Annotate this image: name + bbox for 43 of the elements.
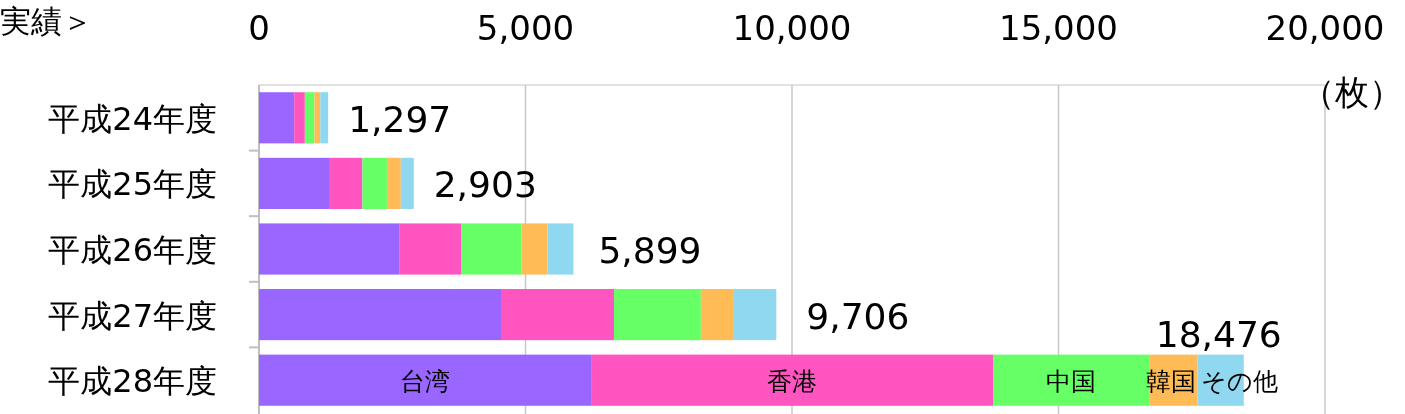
bar xyxy=(521,223,548,275)
bar xyxy=(400,157,414,209)
series-label: 中国 xyxy=(1046,367,1097,397)
bar xyxy=(733,289,777,341)
bar xyxy=(461,223,522,275)
total-label: 5,899 xyxy=(598,230,702,271)
bar xyxy=(591,354,994,406)
bar xyxy=(259,354,592,406)
bar xyxy=(362,157,387,209)
bar xyxy=(547,223,574,275)
bar xyxy=(259,92,295,144)
total-label: 1,297 xyxy=(348,98,452,140)
y-tick-label: 平成26年度 xyxy=(48,231,217,269)
bar xyxy=(314,92,321,144)
y-tick-label: 平成24年度 xyxy=(48,99,217,138)
bar xyxy=(304,92,315,144)
series-label: 香港 xyxy=(767,367,818,397)
x-tick-label: 5,000 xyxy=(476,8,575,48)
series-label: 台湾 xyxy=(400,367,451,397)
y-tick-label: 平成25年度 xyxy=(48,165,217,204)
total-label: 18,476 xyxy=(1155,313,1282,355)
bar xyxy=(320,92,329,144)
x-tick-label: 0 xyxy=(248,8,270,48)
x-axis-title: （枚） xyxy=(1301,72,1403,112)
bar xyxy=(386,157,401,209)
chart-title: 実績＞ xyxy=(0,3,93,39)
bar xyxy=(329,157,363,209)
bar xyxy=(259,223,400,275)
total-label: 9,706 xyxy=(806,295,910,337)
total-label: 2,903 xyxy=(433,164,537,206)
bar xyxy=(700,289,734,341)
series-label: その他 xyxy=(1200,367,1278,397)
x-tick-label: 10,000 xyxy=(732,8,852,48)
y-tick-label: 平成28年度 xyxy=(48,362,217,401)
y-tick-label: 平成27年度 xyxy=(48,296,217,335)
x-tick-label: 15,000 xyxy=(999,8,1118,48)
bar xyxy=(259,289,501,341)
bar xyxy=(500,289,614,341)
bar xyxy=(613,289,701,341)
bar xyxy=(259,157,330,209)
bar xyxy=(294,92,305,144)
x-tick-label: 20,000 xyxy=(1265,8,1385,48)
bar xyxy=(399,223,462,275)
